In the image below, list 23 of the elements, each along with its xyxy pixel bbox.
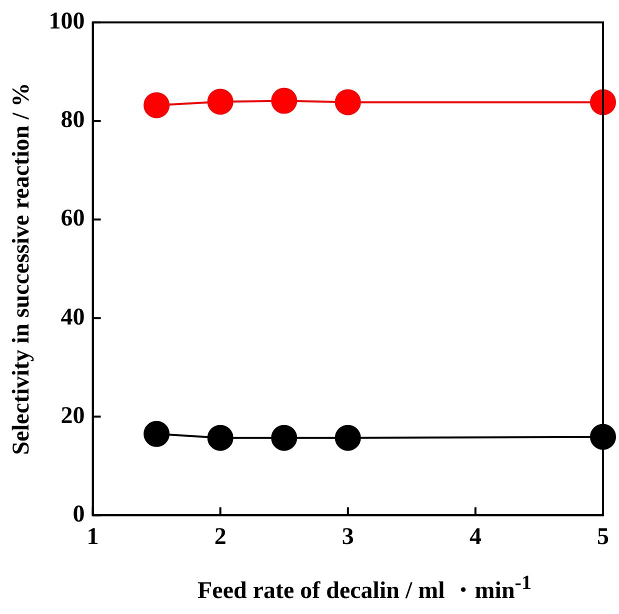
y-tick-label: 100	[48, 8, 85, 35]
y-tick-label: 40	[60, 304, 85, 330]
x-tick-label: 1	[86, 524, 99, 550]
y-tick-label: 80	[60, 107, 85, 134]
y-tick-label: 60	[60, 206, 85, 232]
x-axis-title: Feed rate of decalin / ml ・min$^{-1}$	[196, 572, 532, 606]
point	[207, 424, 234, 451]
point	[207, 88, 234, 115]
point	[144, 92, 170, 118]
y-tick-label: 0	[72, 501, 85, 528]
point	[334, 89, 361, 116]
y-axis-title: Selectivity in successive reaction / %	[8, 82, 35, 455]
point	[271, 424, 298, 451]
y-tick-label: 20	[60, 402, 85, 429]
point	[144, 420, 170, 447]
x-tick-label: 3	[342, 524, 354, 550]
point	[334, 424, 361, 451]
x-tick-label: 4	[469, 524, 482, 550]
point	[590, 424, 616, 450]
x-tick-label: 5	[597, 524, 609, 550]
point	[271, 88, 298, 114]
point	[590, 89, 616, 116]
x-tick-label: 2	[214, 524, 226, 550]
